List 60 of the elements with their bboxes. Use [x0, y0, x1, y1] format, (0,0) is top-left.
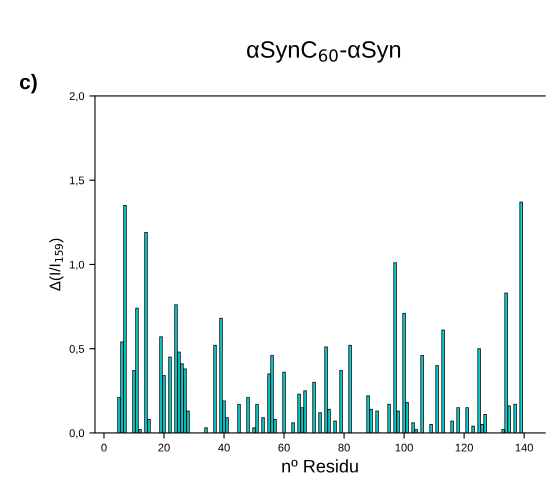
- bar: [123, 204, 127, 433]
- bar: [465, 407, 469, 433]
- bar: [144, 232, 148, 433]
- bar: [282, 372, 286, 433]
- x-tick-label: 100: [396, 444, 413, 452]
- bar: [255, 404, 259, 433]
- bar: [219, 318, 223, 433]
- bar: [333, 420, 337, 433]
- bar: [174, 304, 178, 433]
- bar: [318, 412, 322, 433]
- bar: [483, 414, 487, 433]
- bar: [297, 394, 301, 433]
- bar: [477, 348, 481, 433]
- bar: [456, 407, 460, 433]
- y-tick-label: 0,5: [70, 344, 84, 354]
- chart-title: αSynC$_{60}$-αSyn: [247, 41, 400, 63]
- y-tick-label: 0,0: [70, 429, 84, 438]
- y-tick-label: 2,0: [70, 92, 84, 102]
- x-tick-label: 80: [338, 444, 350, 452]
- bar: [435, 365, 439, 433]
- bar: [375, 410, 379, 433]
- bar: [204, 427, 208, 433]
- y-tick-label: 1,0: [70, 260, 84, 270]
- bar: [450, 420, 454, 433]
- bar: [168, 356, 172, 433]
- bar: [291, 422, 295, 433]
- bar: [366, 395, 370, 433]
- x-tick-label: 140: [516, 444, 533, 452]
- bar: [324, 346, 328, 433]
- x-tick-label: 40: [218, 444, 230, 452]
- text: c): [20, 74, 37, 94]
- x-tick-label: 120: [456, 444, 473, 452]
- bar: [504, 292, 508, 433]
- bar: [411, 422, 415, 433]
- bar: [237, 404, 241, 433]
- bar: [519, 202, 523, 433]
- y-tick-label: 1,5: [70, 176, 84, 186]
- bar: [513, 404, 517, 433]
- bar: [135, 308, 139, 433]
- bar: [312, 382, 316, 433]
- bar: [348, 344, 352, 433]
- x-tick-label: 0: [101, 444, 107, 452]
- bar: [393, 262, 397, 433]
- x-axis-title: nº Residu: [282, 459, 358, 473]
- bar: [213, 344, 217, 433]
- bar: [270, 354, 274, 433]
- bar: [159, 336, 163, 433]
- bar: [429, 424, 433, 433]
- x-tick-label: 60: [278, 444, 290, 452]
- bar: [303, 390, 307, 433]
- x-tick-label: 20: [158, 444, 170, 452]
- bar: [471, 426, 475, 433]
- bar: [402, 312, 406, 433]
- bar: [261, 417, 265, 433]
- bar: [339, 370, 343, 433]
- bar: [246, 397, 250, 433]
- bar: [441, 330, 445, 433]
- bar: [420, 354, 424, 433]
- y-axis-title: Δ(I/I$_{159}$): [49, 238, 64, 291]
- bar: [387, 404, 391, 433]
